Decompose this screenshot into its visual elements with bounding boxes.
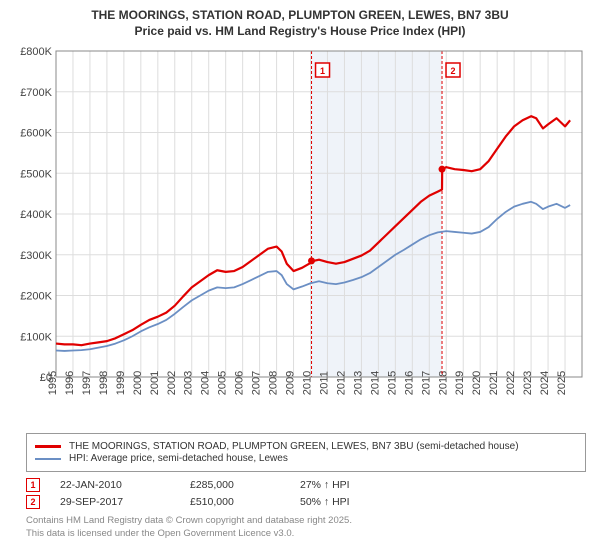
- svg-text:2010: 2010: [302, 371, 314, 395]
- sale-price: £510,000: [190, 496, 300, 508]
- svg-text:1999: 1999: [115, 371, 127, 395]
- svg-text:2017: 2017: [420, 371, 432, 395]
- svg-text:2: 2: [451, 66, 456, 76]
- legend-label-price-paid: THE MOORINGS, STATION ROAD, PLUMPTON GRE…: [69, 441, 519, 452]
- sale-row: 2 29-SEP-2017 £510,000 50% ↑ HPI: [26, 495, 586, 509]
- svg-text:1998: 1998: [98, 371, 110, 395]
- sale-marker-icon: 1: [26, 478, 40, 492]
- title-line-2: Price paid vs. HM Land Registry's House …: [14, 24, 586, 40]
- svg-text:1997: 1997: [81, 371, 93, 395]
- svg-text:£700K: £700K: [20, 87, 52, 99]
- svg-text:2002: 2002: [166, 371, 178, 395]
- svg-text:2011: 2011: [318, 371, 330, 395]
- legend-row: HPI: Average price, semi-detached house,…: [35, 453, 577, 464]
- svg-text:2004: 2004: [200, 371, 212, 395]
- legend-row: THE MOORINGS, STATION ROAD, PLUMPTON GRE…: [35, 441, 577, 452]
- svg-text:2006: 2006: [234, 371, 246, 395]
- svg-text:2021: 2021: [488, 371, 500, 395]
- sale-row: 1 22-JAN-2010 £285,000 27% ↑ HPI: [26, 478, 586, 492]
- sale-price: £285,000: [190, 479, 300, 491]
- line-chart-svg: £0£100K£200K£300K£400K£500K£600K£700K£80…: [14, 45, 586, 425]
- svg-text:£200K: £200K: [20, 291, 52, 303]
- svg-text:2003: 2003: [183, 371, 195, 395]
- chart-area: £0£100K£200K£300K£400K£500K£600K£700K£80…: [14, 45, 586, 425]
- title-line-1: THE MOORINGS, STATION ROAD, PLUMPTON GRE…: [14, 8, 586, 24]
- legend-label-hpi: HPI: Average price, semi-detached house,…: [69, 453, 288, 464]
- svg-text:2016: 2016: [403, 371, 415, 395]
- svg-text:£500K: £500K: [20, 168, 52, 180]
- footer-line-2: This data is licensed under the Open Gov…: [26, 528, 586, 540]
- sale-hpi: 50% ↑ HPI: [300, 496, 420, 508]
- footer-attribution: Contains HM Land Registry data © Crown c…: [26, 515, 586, 540]
- svg-text:£600K: £600K: [20, 128, 52, 140]
- sales-table: 1 22-JAN-2010 £285,000 27% ↑ HPI 2 29-SE…: [26, 478, 586, 509]
- svg-text:2012: 2012: [335, 371, 347, 395]
- svg-text:2023: 2023: [522, 371, 534, 395]
- svg-text:£400K: £400K: [20, 209, 52, 221]
- title-block: THE MOORINGS, STATION ROAD, PLUMPTON GRE…: [14, 8, 586, 39]
- chart-container: THE MOORINGS, STATION ROAD, PLUMPTON GRE…: [0, 0, 600, 560]
- svg-text:2022: 2022: [505, 371, 517, 395]
- sale-marker-icon: 2: [26, 495, 40, 509]
- svg-text:£300K: £300K: [20, 250, 52, 262]
- svg-text:2005: 2005: [217, 371, 229, 395]
- svg-text:2013: 2013: [352, 371, 364, 395]
- svg-text:2020: 2020: [471, 371, 483, 395]
- sale-date: 29-SEP-2017: [60, 496, 190, 508]
- sale-date: 22-JAN-2010: [60, 479, 190, 491]
- svg-text:2000: 2000: [132, 371, 144, 395]
- svg-text:2007: 2007: [251, 371, 263, 395]
- svg-text:£800K: £800K: [20, 46, 52, 58]
- svg-text:2015: 2015: [386, 371, 398, 395]
- svg-text:£100K: £100K: [20, 331, 52, 343]
- legend-box: THE MOORINGS, STATION ROAD, PLUMPTON GRE…: [26, 433, 586, 472]
- footer-line-1: Contains HM Land Registry data © Crown c…: [26, 515, 586, 527]
- svg-text:2008: 2008: [268, 371, 280, 395]
- svg-text:2024: 2024: [539, 371, 551, 395]
- svg-text:1: 1: [320, 66, 325, 76]
- legend-swatch-hpi: [35, 458, 61, 460]
- svg-text:2018: 2018: [437, 371, 449, 395]
- svg-text:2014: 2014: [369, 371, 381, 395]
- svg-text:2009: 2009: [285, 371, 297, 395]
- svg-text:1996: 1996: [64, 371, 76, 395]
- svg-text:2025: 2025: [556, 371, 568, 395]
- svg-text:1995: 1995: [47, 371, 59, 395]
- legend-swatch-price-paid: [35, 445, 61, 448]
- sale-hpi: 27% ↑ HPI: [300, 479, 420, 491]
- svg-text:2001: 2001: [149, 371, 161, 395]
- svg-text:2019: 2019: [454, 371, 466, 395]
